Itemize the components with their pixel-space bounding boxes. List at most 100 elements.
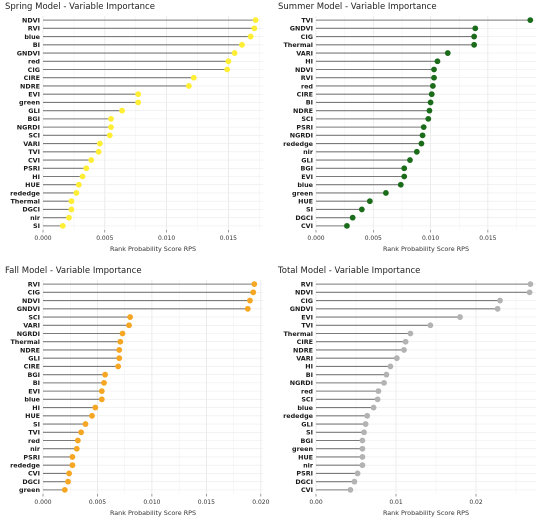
point-CIRE	[115, 363, 122, 370]
label-EVI: EVI	[301, 313, 313, 321]
total-panel: Total Model - Variable Importance RVI NDV…	[278, 266, 543, 521]
label-CIRE: CIRE	[24, 74, 40, 82]
label-CIG: CIG	[301, 33, 313, 41]
point-RVI	[527, 281, 534, 288]
label-BGI: BGI	[301, 165, 314, 173]
point-NDRE	[185, 83, 192, 89]
point-NDRE	[426, 107, 433, 114]
label-rededge: rededge	[10, 189, 41, 197]
spring-chart: NDVIRVIblueBIGNDVIredCIGCIRENDREEVIgreen…	[10, 16, 263, 253]
label-VARI: VARI	[23, 140, 40, 148]
label-green: green	[292, 189, 313, 197]
point-Thermal	[117, 338, 124, 345]
label-DGCI: DGCI	[295, 478, 313, 486]
point-CIG	[250, 289, 257, 296]
point-CIG	[224, 66, 231, 73]
point-SCI	[425, 115, 432, 122]
label-GNDVI: GNDVI	[290, 25, 313, 33]
label-PSRI: PSRI	[296, 123, 313, 131]
label-NGRDI: NGRDI	[290, 132, 313, 140]
label-CIRE: CIRE	[297, 338, 313, 346]
point-EVI	[98, 388, 105, 395]
point-CVI	[88, 157, 95, 163]
point-red	[429, 83, 436, 89]
point-SI	[82, 421, 89, 427]
label-NGRDI: NGRDI	[17, 330, 40, 338]
label-NGRDI: NGRDI	[17, 123, 40, 131]
label-NDVI: NDVI	[295, 66, 313, 74]
x-tick-label: 0.015	[198, 499, 215, 506]
label-DGCI: DGCI	[295, 214, 313, 222]
point-rededge	[418, 140, 425, 147]
point-RVI	[251, 281, 258, 288]
label-red: red	[28, 437, 40, 445]
label-BI: BI	[33, 379, 40, 387]
point-NGRDI	[381, 379, 387, 386]
spring-title: Spring Model - Variable Importance	[5, 2, 155, 12]
x-tick-label: 0.02	[469, 499, 483, 506]
point-DGCI	[349, 214, 356, 221]
point-CIG	[471, 33, 478, 40]
label-HI: HI	[305, 363, 313, 371]
label-SI: SI	[33, 222, 40, 230]
point-HI	[79, 173, 86, 180]
summer-title: Summer Model - Variable Importance	[278, 2, 437, 12]
label-VARI: VARI	[296, 49, 313, 57]
label-HI: HI	[32, 404, 40, 412]
label-green: green	[19, 99, 40, 107]
label-blue: blue	[297, 181, 313, 189]
point-NDVI	[526, 289, 533, 296]
point-BGI	[401, 165, 408, 172]
label-rededge: rededge	[10, 461, 41, 469]
label-HUE: HUE	[298, 197, 313, 205]
label-BI: BI	[306, 99, 313, 107]
label-GLI: GLI	[301, 156, 313, 164]
point-VARI	[444, 50, 451, 56]
x-tick-label: 0.010	[143, 499, 160, 506]
x-tick-label: 0.000	[34, 235, 51, 242]
label-CIRE: CIRE	[24, 363, 40, 371]
point-SCI	[106, 132, 113, 139]
x-tick-label: 0.020	[252, 499, 269, 506]
point-GNDVI	[231, 50, 238, 56]
label-blue: blue	[24, 396, 40, 404]
label-HI: HI	[32, 173, 40, 181]
label-GLI: GLI	[28, 354, 40, 362]
label-CIG: CIG	[28, 66, 40, 74]
point-VARI	[126, 322, 132, 329]
label-SCI: SCI	[301, 396, 313, 404]
total-title: Total Model - Variable Importance	[278, 266, 421, 276]
label-CIG: CIG	[301, 297, 313, 305]
label-DGCI: DGCI	[22, 206, 40, 214]
point-PSRI	[69, 454, 76, 460]
point-BGI	[359, 437, 366, 444]
point-nir	[66, 214, 72, 221]
label-EVI: EVI	[28, 90, 40, 98]
point-nir	[359, 462, 366, 469]
label-nir: nir	[303, 461, 314, 469]
label-VARI: VARI	[296, 354, 313, 362]
label-RVI: RVI	[301, 74, 313, 82]
point-TVI	[527, 17, 534, 24]
fall-panel: Fall Model - Variable Importance RVI CIG N…	[5, 266, 270, 521]
label-SCI: SCI	[28, 132, 40, 140]
label-SCI: SCI	[301, 115, 313, 123]
point-green	[359, 445, 366, 452]
label-nir: nir	[303, 148, 314, 156]
point-VARI	[393, 355, 400, 362]
label-GNDVI: GNDVI	[17, 49, 40, 57]
point-BI	[383, 371, 390, 378]
label-EVI: EVI	[301, 173, 313, 181]
point-CIRE	[428, 91, 435, 98]
label-blue: blue	[24, 33, 40, 41]
label-NDRE: NDRE	[293, 346, 313, 354]
label-CVI: CVI	[301, 222, 313, 230]
point-GLI	[119, 107, 126, 114]
label-Thermal: Thermal	[283, 41, 313, 49]
plot-area	[316, 16, 536, 230]
point-RVI	[431, 74, 437, 81]
point-PSRI	[83, 165, 90, 172]
point-SCI	[127, 314, 134, 320]
x-tick-label: 0.01	[389, 499, 403, 506]
point-CIRE	[402, 338, 409, 345]
